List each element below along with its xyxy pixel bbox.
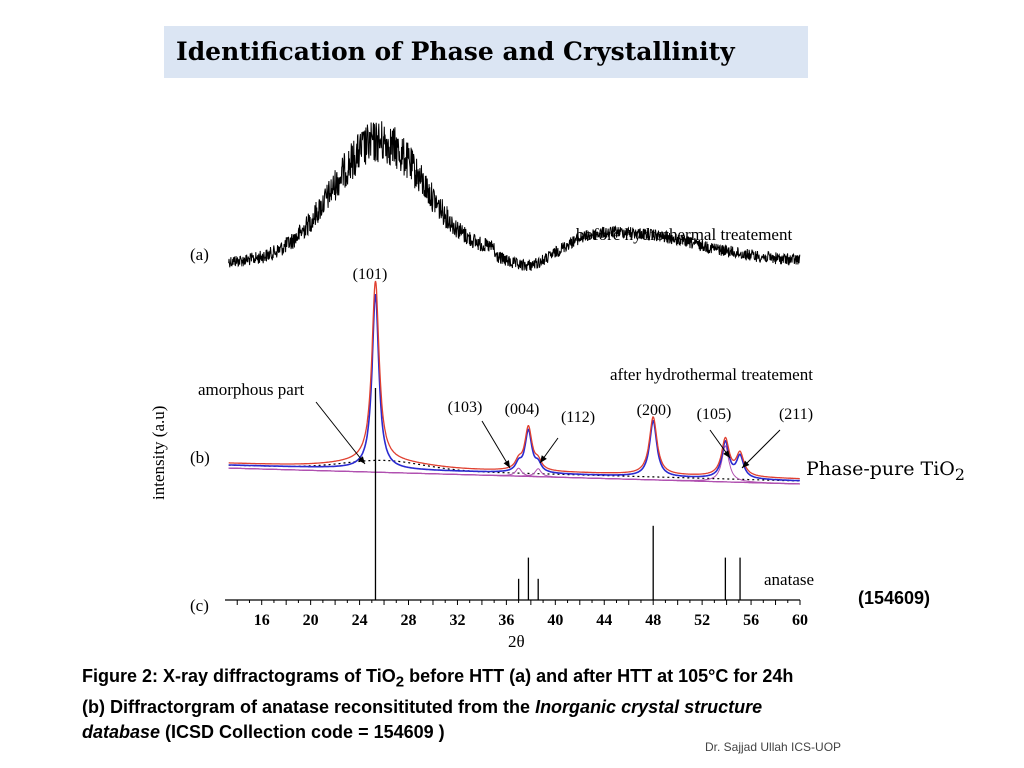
panel-label-b: (b) <box>190 448 210 467</box>
arrow-103-head <box>503 460 510 468</box>
trace-b-fit <box>228 280 800 480</box>
trace-b-observed <box>228 293 800 482</box>
panel-label-c: (c) <box>190 596 209 615</box>
caption-p1-sub: 2 <box>395 673 405 691</box>
text-anatase: anatase <box>764 570 814 589</box>
x-tick-label: 16 <box>254 612 270 629</box>
panel-label-a: (a) <box>190 245 209 264</box>
credit-text: Dr. Sajjad Ullah ICS-UOP <box>705 740 842 754</box>
arrow-112-head <box>540 455 547 463</box>
peak-label: (112) <box>561 409 595 426</box>
y-axis-label: intensity (a.u) <box>149 406 168 500</box>
trace-a <box>228 121 801 272</box>
arrow-211-head <box>742 460 750 468</box>
peak-label: (211) <box>779 406 813 423</box>
caption-p3-ital: Inorganic crystal structure <box>535 696 763 717</box>
reference-sticks <box>374 388 741 600</box>
x-tick-label: 60 <box>792 612 808 629</box>
arrow-amorphous <box>315 401 366 465</box>
title-box: Identification of Phase and Crystallinit… <box>164 26 808 78</box>
text-after-htt: after hydrothermal treatement <box>610 365 813 384</box>
peak-label: (105) <box>697 406 732 423</box>
trace-b-component <box>228 445 801 485</box>
x-tick-label: 48 <box>645 612 661 629</box>
trace-a-line <box>228 121 801 272</box>
slide-title: Identification of Phase and Crystallinit… <box>176 37 735 66</box>
caption-p4-ital: database <box>82 721 161 742</box>
caption-p1: Figure 2: X-ray diffractograms of TiO <box>82 666 396 686</box>
caption-p3: (b) Diffractorgram of anatase reconsitit… <box>82 696 536 717</box>
arrow-amorphous-head <box>357 456 365 464</box>
x-tick-label: 32 <box>449 612 465 629</box>
text-before-htt: bofore hydrothermal treatement <box>576 225 792 244</box>
arrow-105-head <box>723 450 730 458</box>
x-tick-label: 20 <box>303 612 319 629</box>
peak-label: (101) <box>353 266 388 283</box>
x-tick-label: 28 <box>401 612 417 629</box>
annotations: (101) (103) (004) (112) (200) (105) (211) <box>315 266 813 469</box>
peak-label: (103) <box>448 399 483 416</box>
phase-pure-text: Phase-pure TiO <box>806 458 955 480</box>
caption-p2: before HTT (a) and after HTT at 105°C fo… <box>404 666 794 686</box>
x-tick-label: 56 <box>743 612 759 629</box>
arrow-211 <box>741 429 781 469</box>
phase-pure-label: Phase-pure TiO2 <box>806 458 965 484</box>
icsd-code: (154609) <box>858 588 931 608</box>
x-tick-label: 36 <box>498 612 514 629</box>
x-tick-label: 44 <box>596 612 612 629</box>
x-tick-label: 52 <box>694 612 710 629</box>
x-tick-label: 24 <box>352 612 368 629</box>
text-amorphous: amorphous part <box>198 380 305 399</box>
x-tick-label: 40 <box>547 612 563 629</box>
trace-b <box>228 280 801 485</box>
caption-p4: (ICSD Collection code = 154609 ) <box>160 721 445 742</box>
figure-caption: Figure 2: X-ray diffractograms of TiO2 b… <box>82 664 982 745</box>
peak-label: (004) <box>505 401 540 418</box>
phase-pure-sub: 2 <box>954 464 965 484</box>
arrow-103 <box>481 420 511 469</box>
x-axis: 16 20 24 28 32 36 40 44 48 52 56 60 <box>225 599 808 629</box>
x-axis-label: 2θ <box>508 632 525 651</box>
peak-label: (200) <box>637 402 672 419</box>
